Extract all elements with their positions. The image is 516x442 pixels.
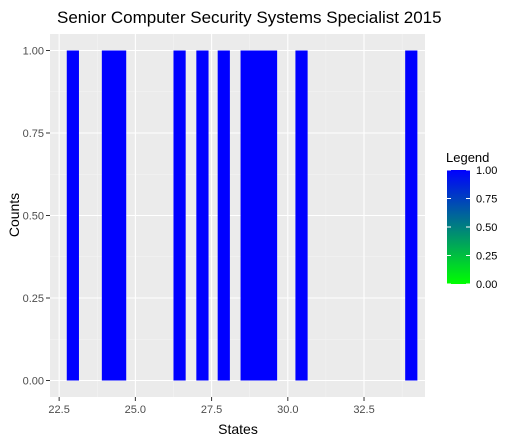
bar <box>295 50 308 381</box>
legend-tick-label: 0.75 <box>476 194 497 206</box>
bar <box>66 50 79 381</box>
bar <box>196 50 209 381</box>
axes: 0.00 0.25 0.50 0.75 1.00 22.5 25.0 27.5 30.0 32.5 <box>23 46 375 417</box>
legend-tick-label: 0.00 <box>476 279 497 291</box>
legend: Legend 0.00 0.25 0.50 0.75 1.00 <box>446 150 497 291</box>
legend-colorbar <box>447 170 470 284</box>
x-tick-label: 32.5 <box>353 404 374 416</box>
legend-tick-label: 1.00 <box>476 165 497 177</box>
x-axis-title: States <box>218 421 258 437</box>
bars <box>66 50 418 381</box>
y-tick-label: 0.25 <box>23 293 44 305</box>
y-tick-label: 0.50 <box>23 211 44 223</box>
bar <box>217 50 230 381</box>
x-tick-label: 25.0 <box>125 404 146 416</box>
x-tick-label: 30.0 <box>277 404 298 416</box>
bar <box>173 50 186 381</box>
bar <box>240 50 278 381</box>
y-tick-label: 0.75 <box>23 128 44 140</box>
legend-tick-label: 0.25 <box>476 251 497 263</box>
legend-ticks: 0.00 0.25 0.50 0.75 1.00 <box>447 165 497 291</box>
x-tick-label: 22.5 <box>48 404 69 416</box>
x-tick-label: 27.5 <box>201 404 222 416</box>
y-tick-label: 1.00 <box>23 46 44 58</box>
legend-title: Legend <box>446 150 489 165</box>
y-axis-title: Counts <box>6 193 22 237</box>
y-tick-label: 0.00 <box>23 376 44 388</box>
legend-tick-label: 0.50 <box>476 222 497 234</box>
bar <box>405 50 418 381</box>
chart-title: Senior Computer Security Systems Special… <box>57 8 442 27</box>
bar <box>101 50 127 381</box>
